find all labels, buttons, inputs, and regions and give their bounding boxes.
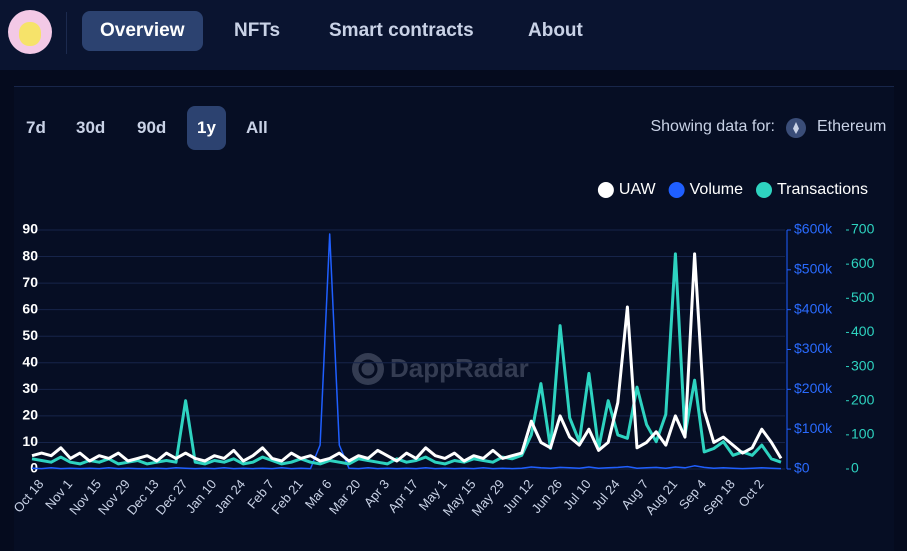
nav-tab[interactable]: About bbox=[528, 20, 583, 41]
y3-tick-label: 700 bbox=[851, 221, 875, 237]
y2-tick-label: $500k bbox=[794, 261, 833, 277]
x-tick-label: Sep 18 bbox=[700, 476, 738, 517]
period-button[interactable]: 7d bbox=[26, 118, 46, 137]
period-button[interactable]: 90d bbox=[137, 118, 167, 137]
y2-tick-label: $400k bbox=[794, 300, 833, 316]
x-tick-label: Jan 24 bbox=[212, 476, 249, 516]
x-tick-label: Jul 10 bbox=[560, 476, 594, 512]
x-tick-label: Jan 10 bbox=[183, 476, 220, 516]
chart-panel bbox=[14, 86, 894, 551]
x-tick-label: Mar 20 bbox=[326, 476, 364, 517]
y-tick-label: 80 bbox=[22, 247, 38, 263]
network-label: Showing data for: bbox=[650, 118, 775, 135]
legend-label: Volume bbox=[690, 181, 743, 198]
y2-tick-label: $300k bbox=[794, 340, 833, 356]
legend-swatch bbox=[597, 182, 614, 198]
period-button[interactable]: 1y bbox=[187, 106, 226, 150]
watermark-logo-ring bbox=[358, 359, 378, 379]
watermark: DappRadar bbox=[352, 353, 529, 385]
x-tick-label: Oct 2 bbox=[735, 476, 766, 509]
y-tick-label: 50 bbox=[22, 327, 38, 343]
nav-tab[interactable]: NFTs bbox=[234, 20, 281, 41]
nav-tab[interactable]: Smart contracts bbox=[329, 20, 474, 41]
y3-tick-label: 300 bbox=[851, 357, 875, 373]
project-avatar[interactable] bbox=[8, 10, 52, 54]
y-tick-label: 90 bbox=[22, 221, 38, 237]
legend-swatch bbox=[668, 182, 685, 198]
watermark-text: DappRadar bbox=[390, 353, 529, 383]
y2-tick-label: $200k bbox=[794, 380, 833, 396]
y3-tick-label: 100 bbox=[851, 426, 875, 442]
y3-tick-label: 500 bbox=[851, 289, 875, 305]
legend-label: Transactions bbox=[777, 181, 868, 198]
y-tick-label: 40 bbox=[22, 353, 38, 369]
x-tick-label: Feb 21 bbox=[268, 476, 306, 517]
y3-tick-label: 600 bbox=[851, 255, 875, 271]
y-tick-label: 30 bbox=[22, 380, 38, 396]
x-tick-label: Jun 12 bbox=[500, 476, 537, 516]
y3-tick-label: 0 bbox=[851, 460, 859, 476]
x-tick-label: Aug 21 bbox=[642, 476, 680, 517]
x-tick-label: Dec 27 bbox=[153, 476, 191, 517]
series-line bbox=[31, 252, 783, 463]
y2-tick-label: $100k bbox=[794, 420, 833, 436]
y3-tick-label: 400 bbox=[851, 323, 875, 339]
nav-separator bbox=[66, 12, 67, 54]
series-line bbox=[31, 233, 782, 470]
legend-swatch bbox=[756, 182, 772, 198]
legend-label: UAW bbox=[619, 181, 657, 198]
x-tick-label: Jul 24 bbox=[589, 476, 623, 512]
y2-tick-label: $600k bbox=[794, 221, 833, 237]
y-tick-label: 20 bbox=[22, 407, 38, 423]
y-tick-label: 70 bbox=[22, 274, 38, 290]
y-tick-label: 60 bbox=[22, 300, 38, 316]
y-tick-label: 10 bbox=[22, 433, 38, 449]
period-button[interactable]: 30d bbox=[76, 118, 106, 137]
period-button[interactable]: All bbox=[246, 118, 268, 137]
x-tick-label: Jun 26 bbox=[528, 476, 565, 516]
top-nav: Overview NFTs Smart contracts About bbox=[0, 0, 907, 70]
legend: UAW Volume Transactions bbox=[597, 181, 868, 198]
network-name[interactable]: Ethereum bbox=[817, 118, 887, 135]
x-tick-label: Oct 18 bbox=[10, 476, 46, 515]
y3-tick-label: 200 bbox=[851, 391, 875, 407]
x-tick-label: Apr 17 bbox=[385, 476, 421, 515]
nav-tab[interactable]: Overview bbox=[82, 11, 203, 51]
y2-tick-label: $0 bbox=[794, 460, 810, 476]
network-icon[interactable] bbox=[786, 118, 806, 138]
watermark-logo bbox=[352, 353, 384, 385]
